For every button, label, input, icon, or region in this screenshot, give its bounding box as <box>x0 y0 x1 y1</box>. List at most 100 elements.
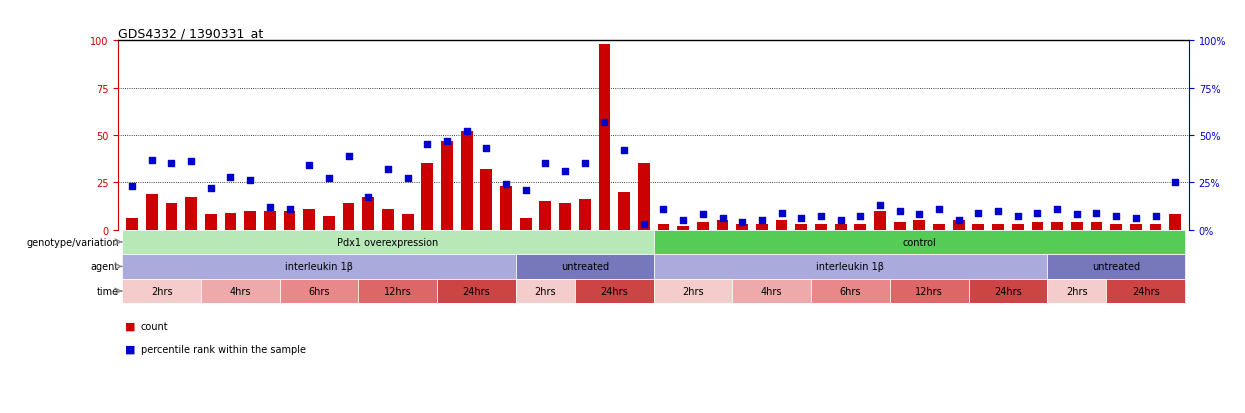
Point <box>1027 210 1047 216</box>
Text: 6hrs: 6hrs <box>839 286 862 296</box>
Bar <box>579 200 590 230</box>
Bar <box>717 221 728 230</box>
Text: time: time <box>97 286 118 296</box>
Bar <box>677 226 688 230</box>
Bar <box>421 164 433 230</box>
Text: count: count <box>141 321 168 331</box>
Bar <box>619 192 630 230</box>
Point <box>359 195 378 201</box>
Bar <box>654 279 732 304</box>
Bar <box>1071 223 1083 230</box>
Bar <box>776 221 787 230</box>
Point <box>634 221 654 228</box>
Point <box>654 206 674 213</box>
Bar <box>575 279 654 304</box>
Text: agent: agent <box>91 262 118 272</box>
Point <box>909 211 929 218</box>
Text: 24hrs: 24hrs <box>463 286 491 296</box>
Point <box>1067 211 1087 218</box>
Point <box>1107 214 1127 220</box>
Point <box>1007 214 1027 220</box>
Bar <box>1091 223 1102 230</box>
Point <box>575 161 595 167</box>
Point <box>240 178 260 184</box>
Bar <box>342 204 355 230</box>
Point <box>870 202 890 209</box>
Bar <box>952 221 965 230</box>
Bar <box>166 204 177 230</box>
Text: 2hrs: 2hrs <box>151 286 172 296</box>
Text: untreated: untreated <box>1092 262 1140 272</box>
Text: GDS4332 / 1390331_at: GDS4332 / 1390331_at <box>118 27 264 40</box>
Text: interleukin 1β: interleukin 1β <box>285 262 354 272</box>
Bar <box>515 279 575 304</box>
Bar <box>854 224 867 230</box>
Bar <box>992 224 1003 230</box>
Bar <box>1051 223 1063 230</box>
Bar <box>500 187 512 230</box>
Point <box>122 183 142 190</box>
Point <box>339 153 359 160</box>
Point <box>200 185 220 192</box>
Bar <box>810 279 890 304</box>
Bar <box>280 279 359 304</box>
Bar <box>402 215 413 230</box>
Bar <box>200 279 280 304</box>
Bar <box>654 254 1047 279</box>
Point <box>1087 210 1107 216</box>
Bar <box>1032 223 1043 230</box>
Point <box>319 176 339 182</box>
Bar <box>382 209 393 230</box>
Bar <box>834 224 847 230</box>
Bar <box>559 204 571 230</box>
Point <box>969 210 989 216</box>
Point <box>614 147 634 154</box>
Text: 24hrs: 24hrs <box>600 286 629 296</box>
Point <box>378 166 398 173</box>
Point <box>477 145 497 152</box>
Bar <box>224 213 237 230</box>
Point <box>674 217 693 224</box>
Bar <box>322 217 335 230</box>
Point <box>181 159 200 165</box>
Point <box>457 128 477 135</box>
Bar <box>1107 279 1185 304</box>
Point <box>594 119 614 126</box>
Text: 2hrs: 2hrs <box>682 286 703 296</box>
Point <box>555 168 575 175</box>
Bar <box>972 224 985 230</box>
Point <box>810 214 830 220</box>
Text: percentile rank within the sample: percentile rank within the sample <box>141 344 306 354</box>
Point <box>397 176 417 182</box>
Point <box>280 206 300 213</box>
Point <box>437 138 457 145</box>
Bar <box>1111 224 1122 230</box>
Bar <box>1169 215 1182 230</box>
Text: 24hrs: 24hrs <box>994 286 1022 296</box>
Bar <box>186 198 197 230</box>
Point <box>1145 214 1165 220</box>
Text: ■: ■ <box>124 344 134 354</box>
Bar <box>122 254 515 279</box>
Bar <box>1130 224 1142 230</box>
Text: ■: ■ <box>124 321 134 331</box>
Bar <box>654 230 1185 254</box>
Text: 12hrs: 12hrs <box>915 286 942 296</box>
Bar <box>515 254 654 279</box>
Point <box>299 163 319 169</box>
Bar <box>874 211 886 230</box>
Point <box>417 142 437 148</box>
Point <box>535 161 555 167</box>
Point <box>220 174 240 180</box>
Text: 2hrs: 2hrs <box>1066 286 1088 296</box>
Bar <box>796 224 807 230</box>
Text: 24hrs: 24hrs <box>1132 286 1159 296</box>
Bar <box>244 211 256 230</box>
Text: 6hrs: 6hrs <box>309 286 330 296</box>
Bar <box>894 223 905 230</box>
Point <box>772 210 792 216</box>
Point <box>515 187 535 194</box>
Point <box>1165 180 1185 186</box>
Bar <box>481 170 492 230</box>
Text: untreated: untreated <box>560 262 609 272</box>
